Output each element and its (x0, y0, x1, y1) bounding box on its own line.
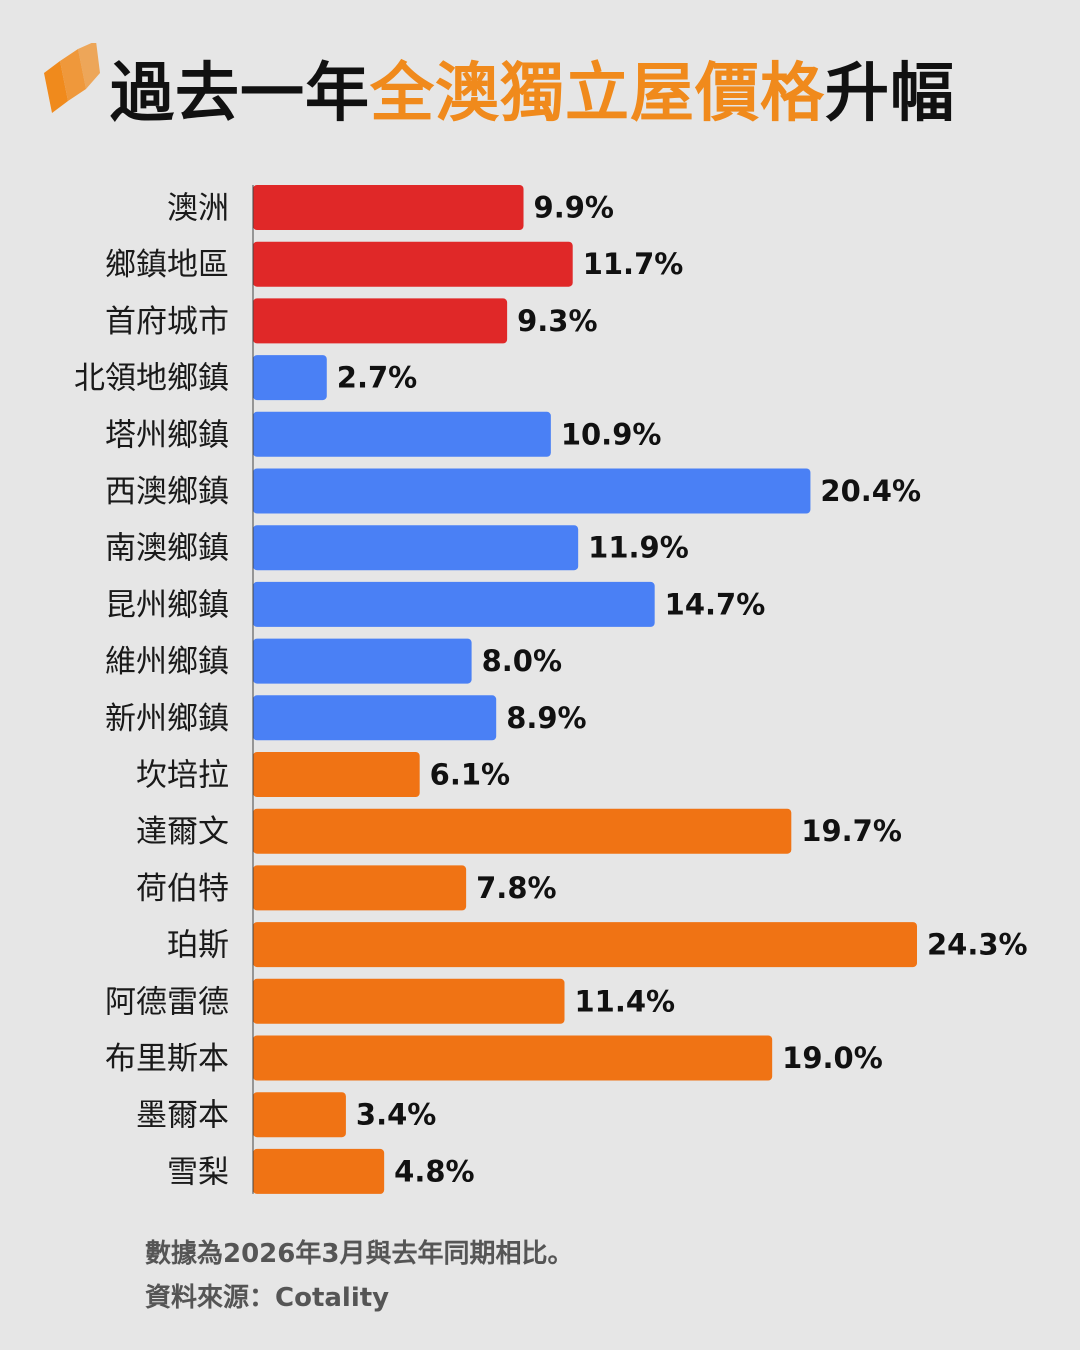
category-label: 澳洲 (167, 191, 229, 227)
bar (253, 185, 524, 230)
bar (253, 808, 792, 854)
bar (253, 1148, 385, 1194)
category-label: 珀斯 (167, 928, 229, 964)
bar (253, 468, 811, 514)
value-label: 11.4% (575, 984, 676, 1018)
category-label: 首府城市 (105, 304, 229, 340)
value-label: 6.1% (430, 758, 510, 792)
header: 過去一年全澳獨立屋價格升幅 (38, 38, 955, 138)
category-label: 布里斯本 (105, 1041, 229, 1077)
value-label: 20.4% (820, 474, 921, 508)
bar (253, 695, 497, 741)
title-part2: 升幅 (825, 57, 955, 131)
bar-chart: 澳洲 9.9% 鄉鎮地區 11.7% 首府城市 9.3% 北領地鄉鎮 2.7% 塔州鄉鎮 10.9… (74, 185, 1028, 1194)
category-label: 昆州鄉鎮 (105, 587, 229, 623)
bar (253, 922, 917, 968)
category-label: 荷伯特 (136, 871, 229, 907)
bar (253, 1035, 773, 1081)
page-title: 過去一年全澳獨立屋價格升幅 (110, 42, 955, 134)
bar (253, 1092, 346, 1138)
bar (253, 411, 551, 457)
category-label: 西澳鄉鎮 (105, 474, 229, 510)
footer-note: 數據為2026年3月與去年同期相比。 (145, 1239, 574, 1269)
value-label: 3.4% (356, 1098, 436, 1132)
category-label: 南澳鄉鎮 (105, 531, 229, 567)
value-label: 19.7% (801, 814, 902, 848)
footer-source: 資料來源：Cotality (145, 1283, 390, 1313)
value-label: 10.9% (561, 417, 662, 451)
value-label: 24.3% (927, 928, 1028, 962)
value-label: 7.8% (476, 871, 556, 905)
value-label: 9.3% (517, 304, 597, 338)
bar (253, 865, 467, 911)
bar (253, 355, 327, 401)
value-label: 11.9% (588, 531, 689, 565)
bar (253, 525, 579, 571)
sbs-logo-icon (44, 43, 100, 113)
value-label: 14.7% (665, 587, 766, 621)
value-label: 2.7% (337, 361, 417, 395)
category-label: 鄉鎮地區 (105, 247, 229, 283)
bar (253, 978, 565, 1024)
bar (253, 638, 472, 684)
value-label: 11.7% (583, 247, 684, 281)
category-label: 達爾文 (136, 814, 229, 850)
category-label: 北領地鄉鎮 (74, 361, 229, 397)
category-label: 雪梨 (167, 1154, 229, 1190)
category-label: 墨爾本 (136, 1098, 229, 1134)
category-label: 塔州鄉鎮 (105, 417, 229, 453)
bar (253, 752, 420, 797)
title-part1: 過去一年 (110, 57, 370, 131)
value-label: 8.9% (506, 701, 586, 735)
value-label: 9.9% (534, 191, 614, 225)
bar (253, 298, 508, 344)
category-label: 新州鄉鎮 (105, 701, 229, 737)
value-label: 19.0% (782, 1041, 883, 1075)
footer: 數據為2026年3月與去年同期相比。 資料來源：Cotality (145, 1232, 573, 1320)
bar (253, 581, 655, 627)
category-label: 坎培拉 (136, 758, 229, 794)
value-label: 4.8% (394, 1154, 474, 1188)
title-highlight: 全澳獨立屋價格 (370, 57, 825, 131)
category-label: 阿德雷德 (105, 984, 229, 1020)
bar (253, 241, 573, 287)
value-label: 8.0% (482, 644, 562, 678)
category-label: 維州鄉鎮 (105, 644, 229, 680)
